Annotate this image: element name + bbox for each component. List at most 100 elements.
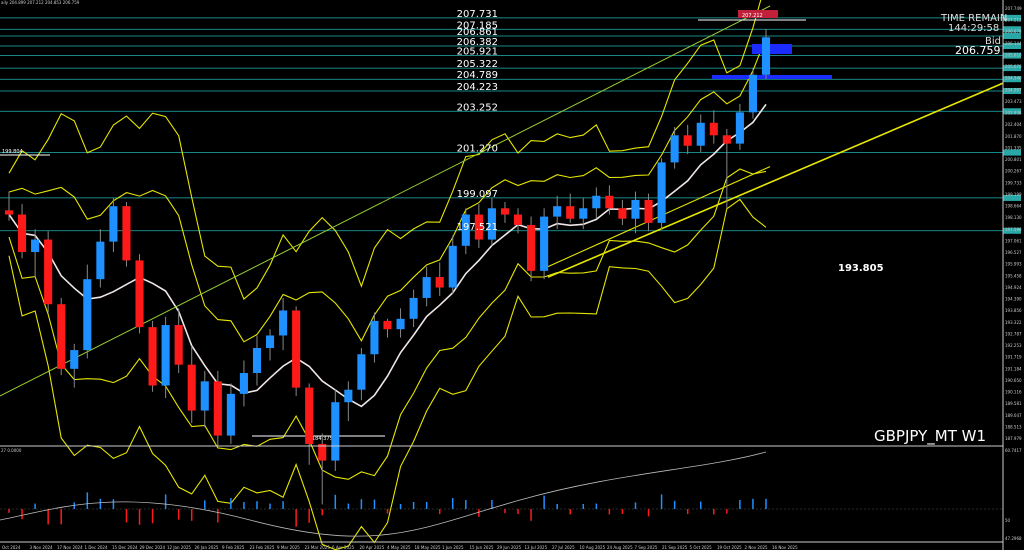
price-axis-tick: 203.473 bbox=[1005, 99, 1022, 104]
bear-candle bbox=[292, 310, 301, 388]
price-axis-tick: 199.199 bbox=[1005, 192, 1022, 197]
time-axis-tick: 19 Oct 2025 bbox=[717, 545, 742, 550]
zone-box bbox=[712, 75, 832, 79]
time-axis-tick: 15 Jun 2025 bbox=[470, 545, 495, 550]
level-line-label: 205.322 bbox=[457, 59, 498, 70]
bear-candle bbox=[305, 387, 314, 444]
trend-line bbox=[547, 82, 1004, 278]
price-axis-tick: 194.390 bbox=[1005, 297, 1022, 302]
bull-candle bbox=[487, 208, 496, 240]
bull-candle bbox=[579, 208, 588, 219]
time-axis-tick: 21 Sep 2025 bbox=[662, 545, 688, 550]
price-axis-tick: 198.664 bbox=[1005, 204, 1022, 209]
time-axis-tick: 2 Nov 2025 bbox=[745, 545, 769, 550]
bull-candle bbox=[239, 373, 248, 394]
level-axis-tag bbox=[1003, 194, 1021, 201]
time-axis-tick: 27 Jul 2025 bbox=[552, 545, 575, 550]
bear-candle bbox=[57, 304, 66, 369]
price-axis-tick: 188.513 bbox=[1005, 424, 1022, 429]
bear-candle bbox=[148, 327, 157, 386]
level-line-label: 206.861 bbox=[457, 27, 498, 38]
bear-candle bbox=[122, 206, 131, 261]
time-axis-tick: 20 Apr 2025 bbox=[360, 545, 385, 550]
price-axis-tick: 204.007 bbox=[1005, 87, 1022, 92]
price-axis-tick: 191.184 bbox=[1005, 366, 1022, 371]
level-axis-tag bbox=[1003, 42, 1021, 49]
time-axis: Oct 2024 3 Nov 2024 17 Nov 2024 1 Dec 2024 1… bbox=[0, 541, 1003, 550]
bear-candle bbox=[18, 214, 27, 253]
price-axis-tick: 193.322 bbox=[1005, 320, 1022, 325]
time-axis-tick: 9 Mar 2025 bbox=[277, 545, 300, 550]
bear-candle bbox=[644, 199, 653, 223]
bull-candle bbox=[370, 320, 379, 355]
price-axis-tick: 194.924 bbox=[1005, 285, 1022, 290]
bid-zone-box bbox=[752, 44, 792, 54]
time-axis-tick: 3 Nov 2024 bbox=[30, 545, 54, 550]
price-axis-tick: 192.253 bbox=[1005, 343, 1022, 348]
price-axis-tick: 200.801 bbox=[1005, 157, 1022, 162]
bull-candle bbox=[252, 347, 262, 374]
level-labels: 207.731207.185206.861206.382205.921205.3… bbox=[457, 9, 1021, 234]
bull-candle bbox=[631, 199, 640, 219]
candles bbox=[4, 28, 771, 505]
level-line-label: 204.789 bbox=[457, 70, 498, 81]
bull-candle bbox=[657, 162, 666, 223]
bear-candle bbox=[187, 364, 196, 411]
bull-candle bbox=[670, 135, 679, 163]
bull-candle bbox=[31, 239, 40, 253]
bull-candle bbox=[461, 214, 470, 246]
bull-candle bbox=[70, 350, 79, 369]
time-axis-tick: 16 Nov 2025 bbox=[772, 545, 798, 550]
bear-candle bbox=[135, 260, 144, 328]
bear-candle bbox=[435, 277, 444, 288]
time-axis-tick: 29 Jun 2025 bbox=[497, 545, 522, 550]
price-axis-tick: 200.267 bbox=[1005, 169, 1022, 174]
bear-candle bbox=[722, 135, 731, 144]
symbol-label: GBPJPY_MT W1 bbox=[874, 427, 987, 445]
level-line-label: 206.382 bbox=[457, 37, 498, 48]
level-axis-tag bbox=[1003, 88, 1021, 95]
time-axis-tick: 5 Oct 2025 bbox=[690, 545, 713, 550]
price-axis-tick: 189.581 bbox=[1005, 401, 1022, 406]
time-axis-tick: 1 Jun 2025 bbox=[442, 545, 464, 550]
band-line bbox=[8, 168, 767, 480]
level-line-label: 207.731 bbox=[457, 9, 498, 20]
price-axis: 207.749 207.212 206.678 206.144 205.610 205.0… bbox=[1002, 0, 1022, 550]
price-axis-tick: 207.749 bbox=[1005, 6, 1022, 11]
bull-candle bbox=[109, 206, 118, 242]
level-lines bbox=[0, 17, 1003, 232]
bear-candle bbox=[683, 135, 692, 146]
time-axis-tick: 29 Dec 2024 bbox=[140, 545, 166, 550]
bear-candle bbox=[566, 206, 575, 219]
level-axis-tag bbox=[1003, 52, 1021, 59]
time-axis-tick: 13 Jul 2025 bbox=[525, 545, 548, 550]
bull-candle bbox=[422, 277, 431, 298]
price-axis-tick: 195.458 bbox=[1005, 273, 1022, 278]
level-axis-tag bbox=[1003, 65, 1021, 72]
band-line bbox=[8, 198, 767, 550]
level-axis-tag bbox=[1003, 108, 1021, 115]
oscillator-tick: 47.2968 bbox=[1005, 536, 1022, 541]
price-axis-tick: 206.144 bbox=[1005, 41, 1022, 46]
bear-candle bbox=[383, 320, 392, 330]
bull-candle bbox=[344, 389, 353, 403]
price-axis-tick: 198.130 bbox=[1005, 215, 1022, 220]
price-axis-tick: 187.979 bbox=[1005, 436, 1022, 441]
bear-candle bbox=[174, 325, 183, 365]
level-axis-tag bbox=[1003, 33, 1021, 40]
bear-candle bbox=[709, 122, 718, 136]
bull-candle bbox=[200, 381, 209, 411]
time-axis-tick: 10 Aug 2025 bbox=[580, 545, 606, 550]
price-axis-tick: 197.596 bbox=[1005, 227, 1022, 232]
high-marker-box bbox=[738, 10, 778, 18]
bear-candle bbox=[500, 208, 510, 215]
level-axis-tag bbox=[1003, 227, 1021, 234]
floating-value-label: 193.805 bbox=[838, 263, 884, 274]
bear-candle bbox=[318, 443, 327, 461]
level-line-label: 197.521 bbox=[457, 222, 498, 233]
bull-candle bbox=[83, 279, 92, 351]
price-axis-tick: 201.335 bbox=[1005, 145, 1022, 150]
time-axis-tick: 24 Aug 2025 bbox=[607, 545, 633, 550]
price-axis-tick: 206.678 bbox=[1005, 29, 1022, 34]
